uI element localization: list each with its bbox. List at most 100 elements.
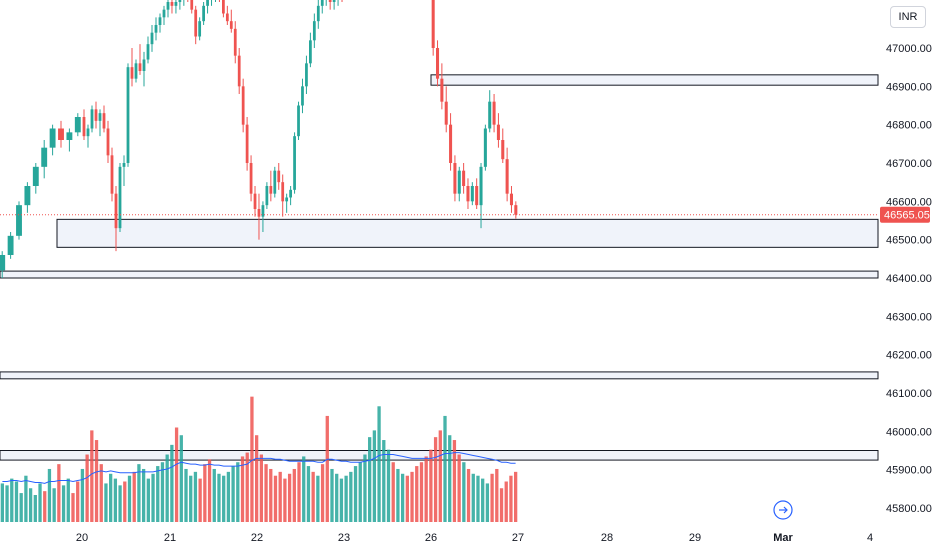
volume-bar (485, 483, 490, 522)
volume-bar (193, 471, 198, 522)
volume-bar (137, 464, 141, 522)
candle (49, 124, 56, 156)
last-price-tag: 46565.05 (880, 206, 930, 223)
candle (492, 94, 496, 133)
volume-bar (113, 478, 118, 522)
volume-bar (76, 481, 80, 522)
volume-bar (43, 491, 47, 522)
candle (440, 63, 444, 110)
volume-bar (368, 437, 372, 522)
volume-bar (66, 478, 70, 522)
candle (261, 201, 265, 232)
candle (178, 0, 182, 10)
candle (102, 105, 106, 133)
volume-bar (311, 471, 315, 522)
volume-bar (189, 475, 193, 522)
volume-bar (302, 456, 306, 522)
volume-bar (165, 454, 169, 522)
candle (170, 0, 174, 14)
volume-bar (52, 488, 56, 522)
candle (225, 5, 229, 25)
candle (312, 13, 316, 48)
candle (150, 25, 154, 52)
volume-bar (217, 473, 221, 522)
candle (82, 109, 86, 140)
candle (126, 63, 130, 167)
volume-bar (382, 440, 386, 522)
currency-selector[interactable]: INR (890, 6, 926, 28)
candle (187, 0, 189, 2)
volume-bar (410, 471, 414, 522)
volume-bar (372, 430, 377, 522)
volume-bar (344, 475, 348, 522)
candle (462, 163, 466, 194)
volume-bar (80, 468, 85, 522)
x-tick-label: 29 (689, 532, 701, 544)
volume-bar (259, 454, 264, 522)
volume-bar (297, 462, 301, 522)
candle (253, 186, 257, 217)
volume-bar (400, 473, 405, 522)
volume-bar (415, 466, 419, 522)
candle (257, 193, 261, 240)
y-tick-label: 45900.00 (886, 465, 932, 477)
currency-label: INR (898, 11, 918, 23)
volume-bar (353, 466, 358, 522)
candle (316, 0, 320, 29)
volume-bar (240, 456, 245, 522)
candle (142, 51, 146, 87)
volume-bar (363, 454, 367, 522)
candle (206, 0, 209, 14)
candle (66, 128, 73, 152)
volume-bar (254, 435, 259, 522)
volume-bar (471, 473, 475, 522)
volume-bar (198, 478, 202, 522)
volume-bar (490, 473, 494, 522)
volume-bar (424, 456, 428, 522)
x-tick-label: 4 (867, 532, 873, 544)
y-tick-label: 46800.00 (886, 120, 932, 132)
candle (457, 166, 461, 202)
volume-bar (19, 493, 23, 522)
candle (214, 0, 216, 2)
volume-bar (452, 440, 457, 522)
volume-bar (123, 481, 127, 522)
candle (273, 166, 277, 198)
y-axis: 47000.00 46900.00 46800.00 46700.00 46600.00… (886, 43, 932, 515)
candle (194, 5, 198, 45)
y-tick-label: 46200.00 (886, 350, 932, 362)
volume-bar (396, 468, 400, 522)
volume-bar (245, 452, 249, 522)
volume-bar (330, 468, 334, 522)
support-resistance-zone (56, 218, 879, 248)
candle (138, 44, 142, 75)
volume-bar (405, 475, 409, 522)
candle (479, 163, 483, 229)
volume-bar (320, 464, 325, 522)
volume-bar (207, 459, 212, 522)
volume-bar (5, 485, 9, 522)
candle (183, 0, 185, 6)
volume-bar (236, 462, 240, 522)
volume-bar (151, 473, 155, 522)
candle (514, 201, 518, 219)
volume-bar (179, 435, 183, 522)
candle (162, 5, 166, 25)
arrow-right-circle-icon[interactable] (773, 500, 793, 520)
candle (218, 0, 220, 2)
candle (325, 0, 327, 6)
volume-bar (273, 475, 278, 522)
candle (16, 201, 22, 240)
volume-bar (118, 485, 122, 522)
volume-bar (386, 449, 391, 522)
last-price-value: 46565.05 (884, 210, 930, 222)
candle (466, 178, 470, 209)
volume-bar (184, 468, 188, 522)
volume-bar (513, 471, 518, 522)
candle (337, 0, 339, 6)
volume-bar (57, 464, 61, 522)
volume-bar (457, 454, 461, 522)
y-tick-label: 46500.00 (886, 235, 932, 247)
volume-bar (325, 415, 329, 522)
